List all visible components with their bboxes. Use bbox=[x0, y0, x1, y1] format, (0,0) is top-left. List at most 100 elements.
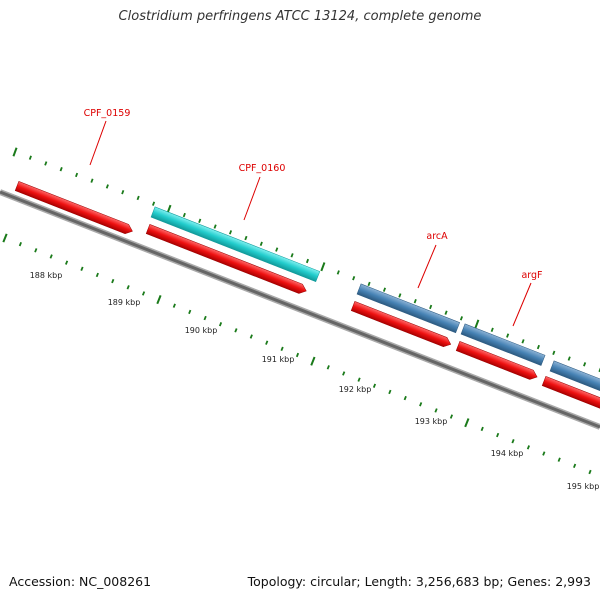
minor-tick bbox=[136, 195, 140, 201]
gene-bar-next[interactable] bbox=[549, 360, 600, 397]
minor-tick bbox=[413, 298, 417, 304]
minor-tick bbox=[398, 293, 402, 298]
minor-tick bbox=[198, 218, 202, 224]
gene-label-arca: arcA bbox=[426, 231, 448, 242]
minor-tick bbox=[326, 365, 330, 370]
minor-tick bbox=[305, 258, 310, 264]
gene-label-argf: argF bbox=[521, 270, 542, 281]
orf-arrow[interactable] bbox=[455, 341, 539, 381]
minor-tick bbox=[372, 383, 377, 388]
minor-tick bbox=[249, 334, 253, 339]
minor-tick bbox=[105, 184, 109, 189]
orf-track bbox=[14, 181, 600, 416]
minor-tick bbox=[511, 439, 515, 444]
minor-tick bbox=[357, 377, 361, 382]
minor-tick bbox=[573, 463, 577, 469]
gene-bar-cpf-0160[interactable] bbox=[150, 206, 321, 283]
genome-backbone bbox=[0, 189, 600, 430]
minor-tick bbox=[567, 356, 571, 361]
minor-tick bbox=[290, 253, 294, 258]
minor-tick bbox=[234, 328, 238, 333]
scale-label-189kbp: 189 kbp bbox=[108, 298, 141, 307]
minor-tick bbox=[382, 287, 387, 292]
orf-arrow[interactable] bbox=[145, 224, 308, 295]
minor-tick bbox=[388, 389, 392, 395]
major-tick bbox=[310, 356, 316, 366]
minor-tick bbox=[521, 339, 525, 344]
minor-tick bbox=[342, 371, 346, 376]
minor-tick bbox=[429, 304, 433, 310]
gene-bar-arca[interactable] bbox=[356, 283, 461, 334]
minor-tick bbox=[367, 281, 371, 287]
scale-label-191kbp: 191 kbp bbox=[262, 355, 295, 364]
gene-bar-argf[interactable] bbox=[460, 323, 546, 366]
minor-tick bbox=[126, 285, 130, 290]
minor-tick bbox=[352, 276, 356, 281]
minor-tick bbox=[49, 254, 53, 259]
minor-tick bbox=[583, 362, 587, 367]
minor-tick bbox=[213, 224, 217, 229]
minor-tick bbox=[536, 344, 540, 350]
scale-label-193kbp: 193 kbp bbox=[415, 417, 448, 426]
gene-track bbox=[150, 206, 600, 397]
minor-tick bbox=[265, 340, 269, 345]
minor-tick bbox=[152, 201, 156, 206]
scale-label-194kbp: 194 kbp bbox=[491, 449, 524, 458]
minor-tick bbox=[203, 315, 207, 321]
minor-tick bbox=[490, 327, 494, 333]
major-tick bbox=[12, 147, 18, 157]
minor-tick bbox=[459, 316, 463, 321]
minor-tick bbox=[90, 178, 94, 183]
scale-label-192kbp: 192 kbp bbox=[339, 385, 372, 394]
minor-tick bbox=[188, 309, 192, 315]
scale-label-195kbp: 195 kbp bbox=[567, 482, 600, 491]
minor-tick bbox=[480, 426, 484, 432]
minor-tick bbox=[44, 161, 48, 166]
minor-tick bbox=[506, 333, 510, 338]
minor-tick bbox=[542, 451, 546, 456]
gene-label-cpf-0159: CPF_0159 bbox=[84, 108, 131, 119]
minor-tick bbox=[295, 352, 300, 358]
minor-tick bbox=[280, 346, 284, 352]
minor-tick bbox=[496, 432, 500, 438]
topology-label: Topology: circular; Length: 3,256,683 bp… bbox=[247, 574, 591, 589]
minor-tick bbox=[228, 230, 233, 235]
minor-tick bbox=[182, 212, 186, 218]
orf-arrow[interactable] bbox=[14, 181, 134, 236]
genome-title: Clostridium perfringens ATCC 13124, comp… bbox=[118, 9, 482, 24]
major-tick bbox=[474, 319, 480, 329]
minor-tick bbox=[141, 291, 146, 296]
minor-tick bbox=[18, 241, 22, 247]
gene-label-cpf-0160: CPF_0160 bbox=[239, 163, 286, 174]
minor-tick bbox=[449, 414, 454, 419]
major-tick bbox=[320, 262, 326, 272]
minor-tick bbox=[526, 445, 530, 450]
gene-label-leaders bbox=[89, 120, 532, 327]
scale-tick-track bbox=[2, 233, 592, 475]
orf-arrow[interactable] bbox=[541, 376, 600, 416]
minor-tick bbox=[95, 272, 99, 278]
scale-label-188kbp: 188 kbp bbox=[30, 271, 63, 280]
minor-tick bbox=[80, 266, 84, 271]
minor-tick bbox=[59, 167, 63, 172]
scale-label-190kbp: 190 kbp bbox=[185, 326, 218, 335]
minor-tick bbox=[434, 408, 438, 413]
minor-tick bbox=[259, 241, 263, 246]
outer-tick-track bbox=[12, 147, 600, 373]
accession-label: Accession: NC_008261 bbox=[9, 574, 152, 589]
minor-tick bbox=[275, 247, 279, 252]
major-tick bbox=[156, 295, 162, 305]
minor-tick bbox=[244, 235, 248, 241]
minor-tick bbox=[444, 310, 448, 315]
orf-arrow[interactable] bbox=[350, 301, 452, 349]
minor-tick bbox=[552, 350, 556, 355]
major-tick bbox=[2, 233, 8, 243]
minor-tick bbox=[557, 457, 561, 462]
major-tick bbox=[464, 418, 470, 428]
minor-tick bbox=[588, 469, 592, 475]
minor-tick bbox=[336, 270, 340, 275]
minor-tick bbox=[172, 303, 176, 308]
minor-tick bbox=[28, 155, 32, 160]
minor-tick bbox=[403, 395, 407, 401]
